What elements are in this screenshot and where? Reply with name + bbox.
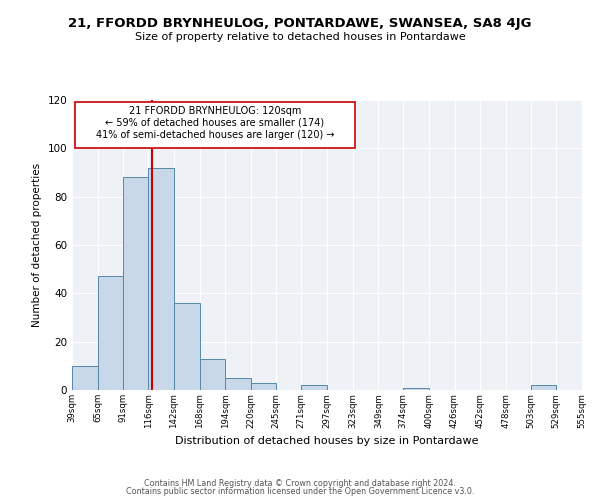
Bar [251,383,275,390]
Y-axis label: Number of detached properties: Number of detached properties [32,163,42,327]
Bar [124,178,148,390]
Bar [199,358,225,390]
Bar [530,385,556,390]
Text: Contains HM Land Registry data © Crown copyright and database right 2024.: Contains HM Land Registry data © Crown c… [144,478,456,488]
Bar [148,168,174,390]
Bar [174,303,199,390]
Text: 21, FFORDD BRYNHEULOG, PONTARDAWE, SWANSEA, SA8 4JG: 21, FFORDD BRYNHEULOG, PONTARDAWE, SWANS… [68,18,532,30]
Bar [98,276,124,390]
Text: Contains public sector information licensed under the Open Government Licence v3: Contains public sector information licen… [126,487,474,496]
Text: 41% of semi-detached houses are larger (120) →: 41% of semi-detached houses are larger (… [95,130,334,140]
FancyBboxPatch shape [75,102,355,148]
Text: 21 FFORDD BRYNHEULOG: 120sqm: 21 FFORDD BRYNHEULOG: 120sqm [128,106,301,116]
Bar [403,388,429,390]
Text: ← 59% of detached houses are smaller (174): ← 59% of detached houses are smaller (17… [105,118,325,128]
Bar [301,385,327,390]
Text: Size of property relative to detached houses in Pontardawe: Size of property relative to detached ho… [134,32,466,42]
Bar [72,366,98,390]
X-axis label: Distribution of detached houses by size in Pontardawe: Distribution of detached houses by size … [175,436,479,446]
Bar [225,378,251,390]
